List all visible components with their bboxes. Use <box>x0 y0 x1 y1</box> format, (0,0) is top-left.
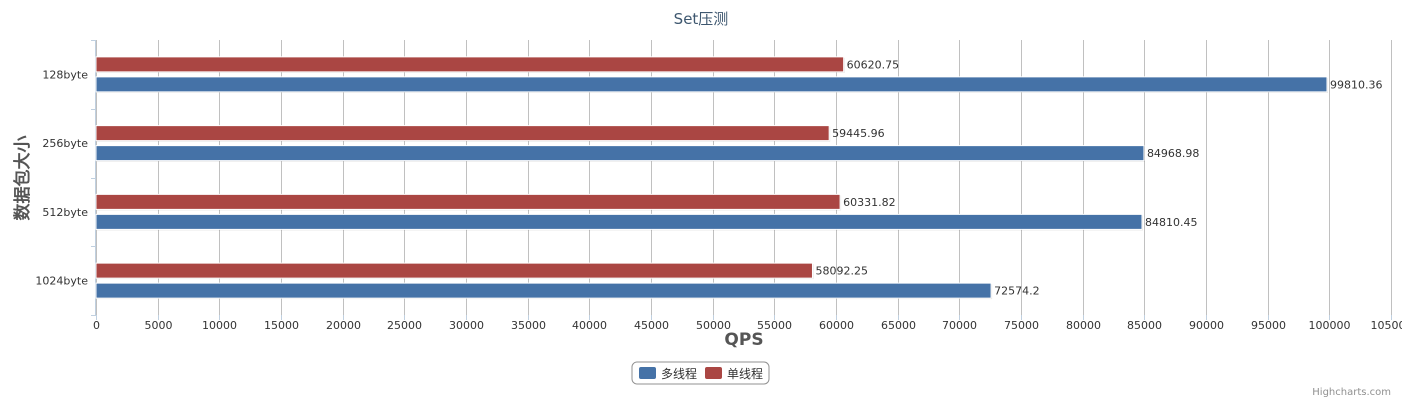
x-tick-label: 60000 <box>819 319 854 332</box>
data-label: 99810.36 <box>1330 78 1383 91</box>
x-tick-label: 20000 <box>326 319 361 332</box>
legend-item-single-thread[interactable]: 单线程 <box>705 366 763 381</box>
x-tick-label: 0 <box>93 319 100 332</box>
bar-multi-thread[interactable] <box>96 77 1327 92</box>
data-label: 59445.96 <box>832 127 885 140</box>
data-label: 84810.45 <box>1145 216 1198 229</box>
x-tick-label: 105000 <box>1371 319 1402 332</box>
x-tick-label: 85000 <box>1127 319 1162 332</box>
x-tick-label: 95000 <box>1251 319 1286 332</box>
bar-single-thread[interactable] <box>96 57 844 72</box>
y-axis-title: 数据包大小 <box>12 136 33 221</box>
bar-multi-thread[interactable] <box>96 214 1142 229</box>
x-tick-label: 100000 <box>1309 319 1351 332</box>
category-label: 128byte <box>42 68 88 81</box>
x-tick-label: 15000 <box>264 319 299 332</box>
x-axis-title: QPS <box>724 330 763 350</box>
bar-multi-thread[interactable] <box>96 146 1144 161</box>
bar-single-thread[interactable] <box>96 263 812 278</box>
x-tick-label: 35000 <box>511 319 546 332</box>
x-tick-label: 65000 <box>881 319 916 332</box>
credits-link[interactable]: Highcharts.com <box>1312 387 1391 398</box>
category-label: 256byte <box>42 137 88 150</box>
chart-title: Set压测 <box>674 10 729 28</box>
x-tick-label: 25000 <box>387 319 422 332</box>
x-tick-label: 10000 <box>202 319 237 332</box>
bar-single-thread[interactable] <box>96 126 829 141</box>
x-tick-label: 40000 <box>572 319 607 332</box>
bars <box>96 57 1328 299</box>
data-label: 84968.98 <box>1147 147 1200 160</box>
x-tick-label: 5000 <box>145 319 173 332</box>
legend: 多线程 单线程 <box>632 362 769 384</box>
data-label: 72574.2 <box>994 285 1040 298</box>
legend-swatch-single-thread <box>705 367 722 379</box>
legend-label-multi-thread: 多线程 <box>661 366 697 381</box>
data-label: 60331.82 <box>843 196 896 209</box>
bar-single-thread[interactable] <box>96 194 840 209</box>
legend-swatch-multi-thread <box>639 367 656 379</box>
x-tick-label: 70000 <box>942 319 977 332</box>
legend-label-single-thread: 单线程 <box>727 366 763 381</box>
x-tick-label: 75000 <box>1004 319 1039 332</box>
x-tick-label: 80000 <box>1066 319 1101 332</box>
data-label: 60620.75 <box>847 58 900 71</box>
x-tick-label: 30000 <box>449 319 484 332</box>
legend-item-multi-thread[interactable]: 多线程 <box>639 366 697 381</box>
x-tick-label: 90000 <box>1189 319 1224 332</box>
data-label: 58092.25 <box>815 265 868 278</box>
data-labels: 60620.75 99810.36 59445.96 84968.98 60331.82… <box>815 58 1382 297</box>
category-label: 1024byte <box>35 275 88 288</box>
x-tick-label: 45000 <box>634 319 669 332</box>
category-label: 512byte <box>42 206 88 219</box>
bar-multi-thread[interactable] <box>96 283 991 298</box>
